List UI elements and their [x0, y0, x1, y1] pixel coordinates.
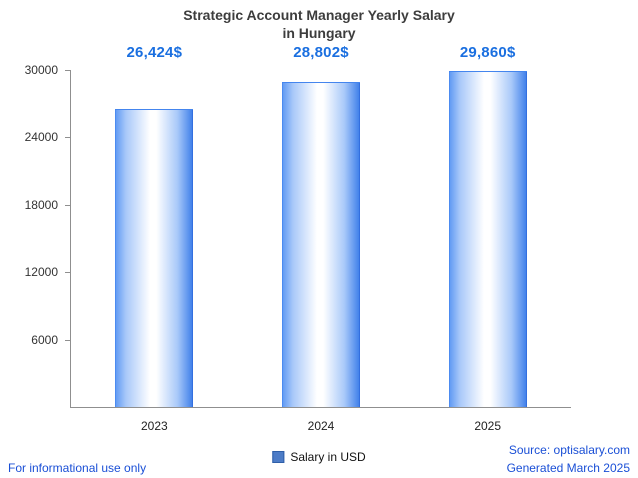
chart-title-line1: Strategic Account Manager Yearly Salary	[183, 7, 455, 23]
legend: Salary in USD	[272, 450, 366, 464]
bar-slots: 26,424$ 2023 28,802$ 2024 29,860$ 2025	[71, 44, 571, 433]
bar-2023	[115, 109, 194, 407]
legend-swatch-icon	[272, 451, 285, 463]
y-axis-tick-mark	[65, 272, 71, 274]
y-axis-tick-label: 12000	[24, 265, 58, 280]
source-link[interactable]: Source: optisalary.com	[508, 443, 630, 458]
bar-slot-2024: 28,802$ 2024	[238, 44, 405, 433]
bar-value-label: 28,802$	[293, 44, 349, 61]
x-axis-label: 2025	[474, 419, 502, 433]
bar-2025	[448, 70, 527, 407]
legend-label: Salary in USD	[290, 450, 366, 464]
bar-2024	[282, 82, 360, 407]
bar-value-label: 29,860$	[459, 44, 516, 61]
disclaimer-text: For informational use only	[8, 461, 147, 475]
y-axis-tick-label: 6000	[31, 332, 58, 347]
y-axis-tick-mark	[65, 339, 71, 341]
x-axis-label: 2024	[307, 419, 335, 433]
y-axis-tick-label: 18000	[24, 197, 58, 212]
y-axis-tick-label: 30000	[24, 63, 58, 77]
bar-slot-2023: 26,424$ 2023	[71, 44, 238, 433]
y-axis-tick-mark	[65, 204, 71, 206]
plot-area: 6000 12000 18000 24000 30000 26,424$ 202…	[25, 44, 571, 433]
source-block: Source: optisalary.com Generated March 2…	[507, 442, 630, 477]
chart-title: Strategic Account Manager Yearly Salary …	[0, 6, 638, 42]
bar-value-label: 26,424$	[126, 44, 183, 61]
y-axis-tick-mark	[65, 70, 71, 71]
chart-title-line2: in Hungary	[282, 25, 356, 42]
y-axis-tick-mark	[65, 137, 71, 139]
bar-slot-2025: 29,860$ 2025	[404, 44, 571, 433]
generated-date: Generated March 2025	[506, 460, 630, 475]
x-axis-label: 2023	[140, 419, 168, 433]
y-axis-tick-label: 24000	[24, 130, 58, 145]
